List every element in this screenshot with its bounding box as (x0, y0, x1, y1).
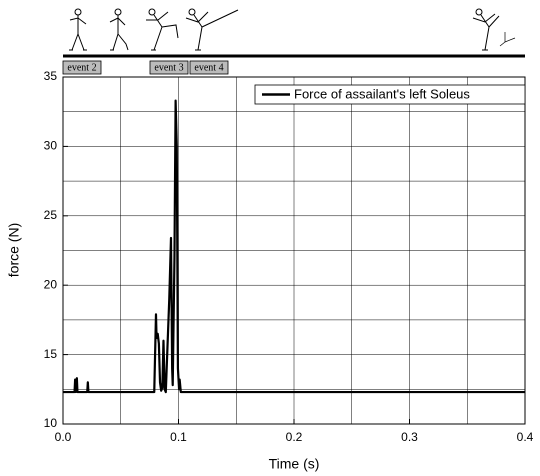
x-tick-label: 0.4 (517, 430, 534, 444)
x-tick-label: 0.0 (55, 430, 72, 444)
event-label: event 2 (67, 62, 96, 73)
x-tick-label: 0.2 (286, 430, 303, 444)
data-line (63, 99, 525, 394)
event-labels: event 2 event 3 event 4 (62, 60, 229, 75)
legend-box (254, 84, 526, 105)
y-tick-label: 15 (44, 347, 58, 361)
y-tick-label: 10 (44, 416, 58, 430)
y-tick-label: 30 (44, 139, 58, 153)
y-tick-label: 25 (44, 208, 58, 222)
event-box (149, 60, 189, 75)
y-axis-label: force (N) (6, 223, 22, 277)
y-tick-label: 35 (44, 69, 58, 83)
x-tick-label: 0.1 (170, 430, 187, 444)
x-tick-label: 0.3 (401, 430, 418, 444)
event-box (62, 60, 102, 75)
x-axis-label: Time (s) (269, 456, 320, 472)
y-tick-label: 20 (44, 277, 58, 291)
event-label: event 4 (194, 62, 223, 73)
event-box (189, 60, 229, 75)
event-label: event 3 (154, 62, 183, 73)
figures (69, 8, 516, 51)
legend-label: Force of assailant's left Soleus (294, 86, 470, 101)
